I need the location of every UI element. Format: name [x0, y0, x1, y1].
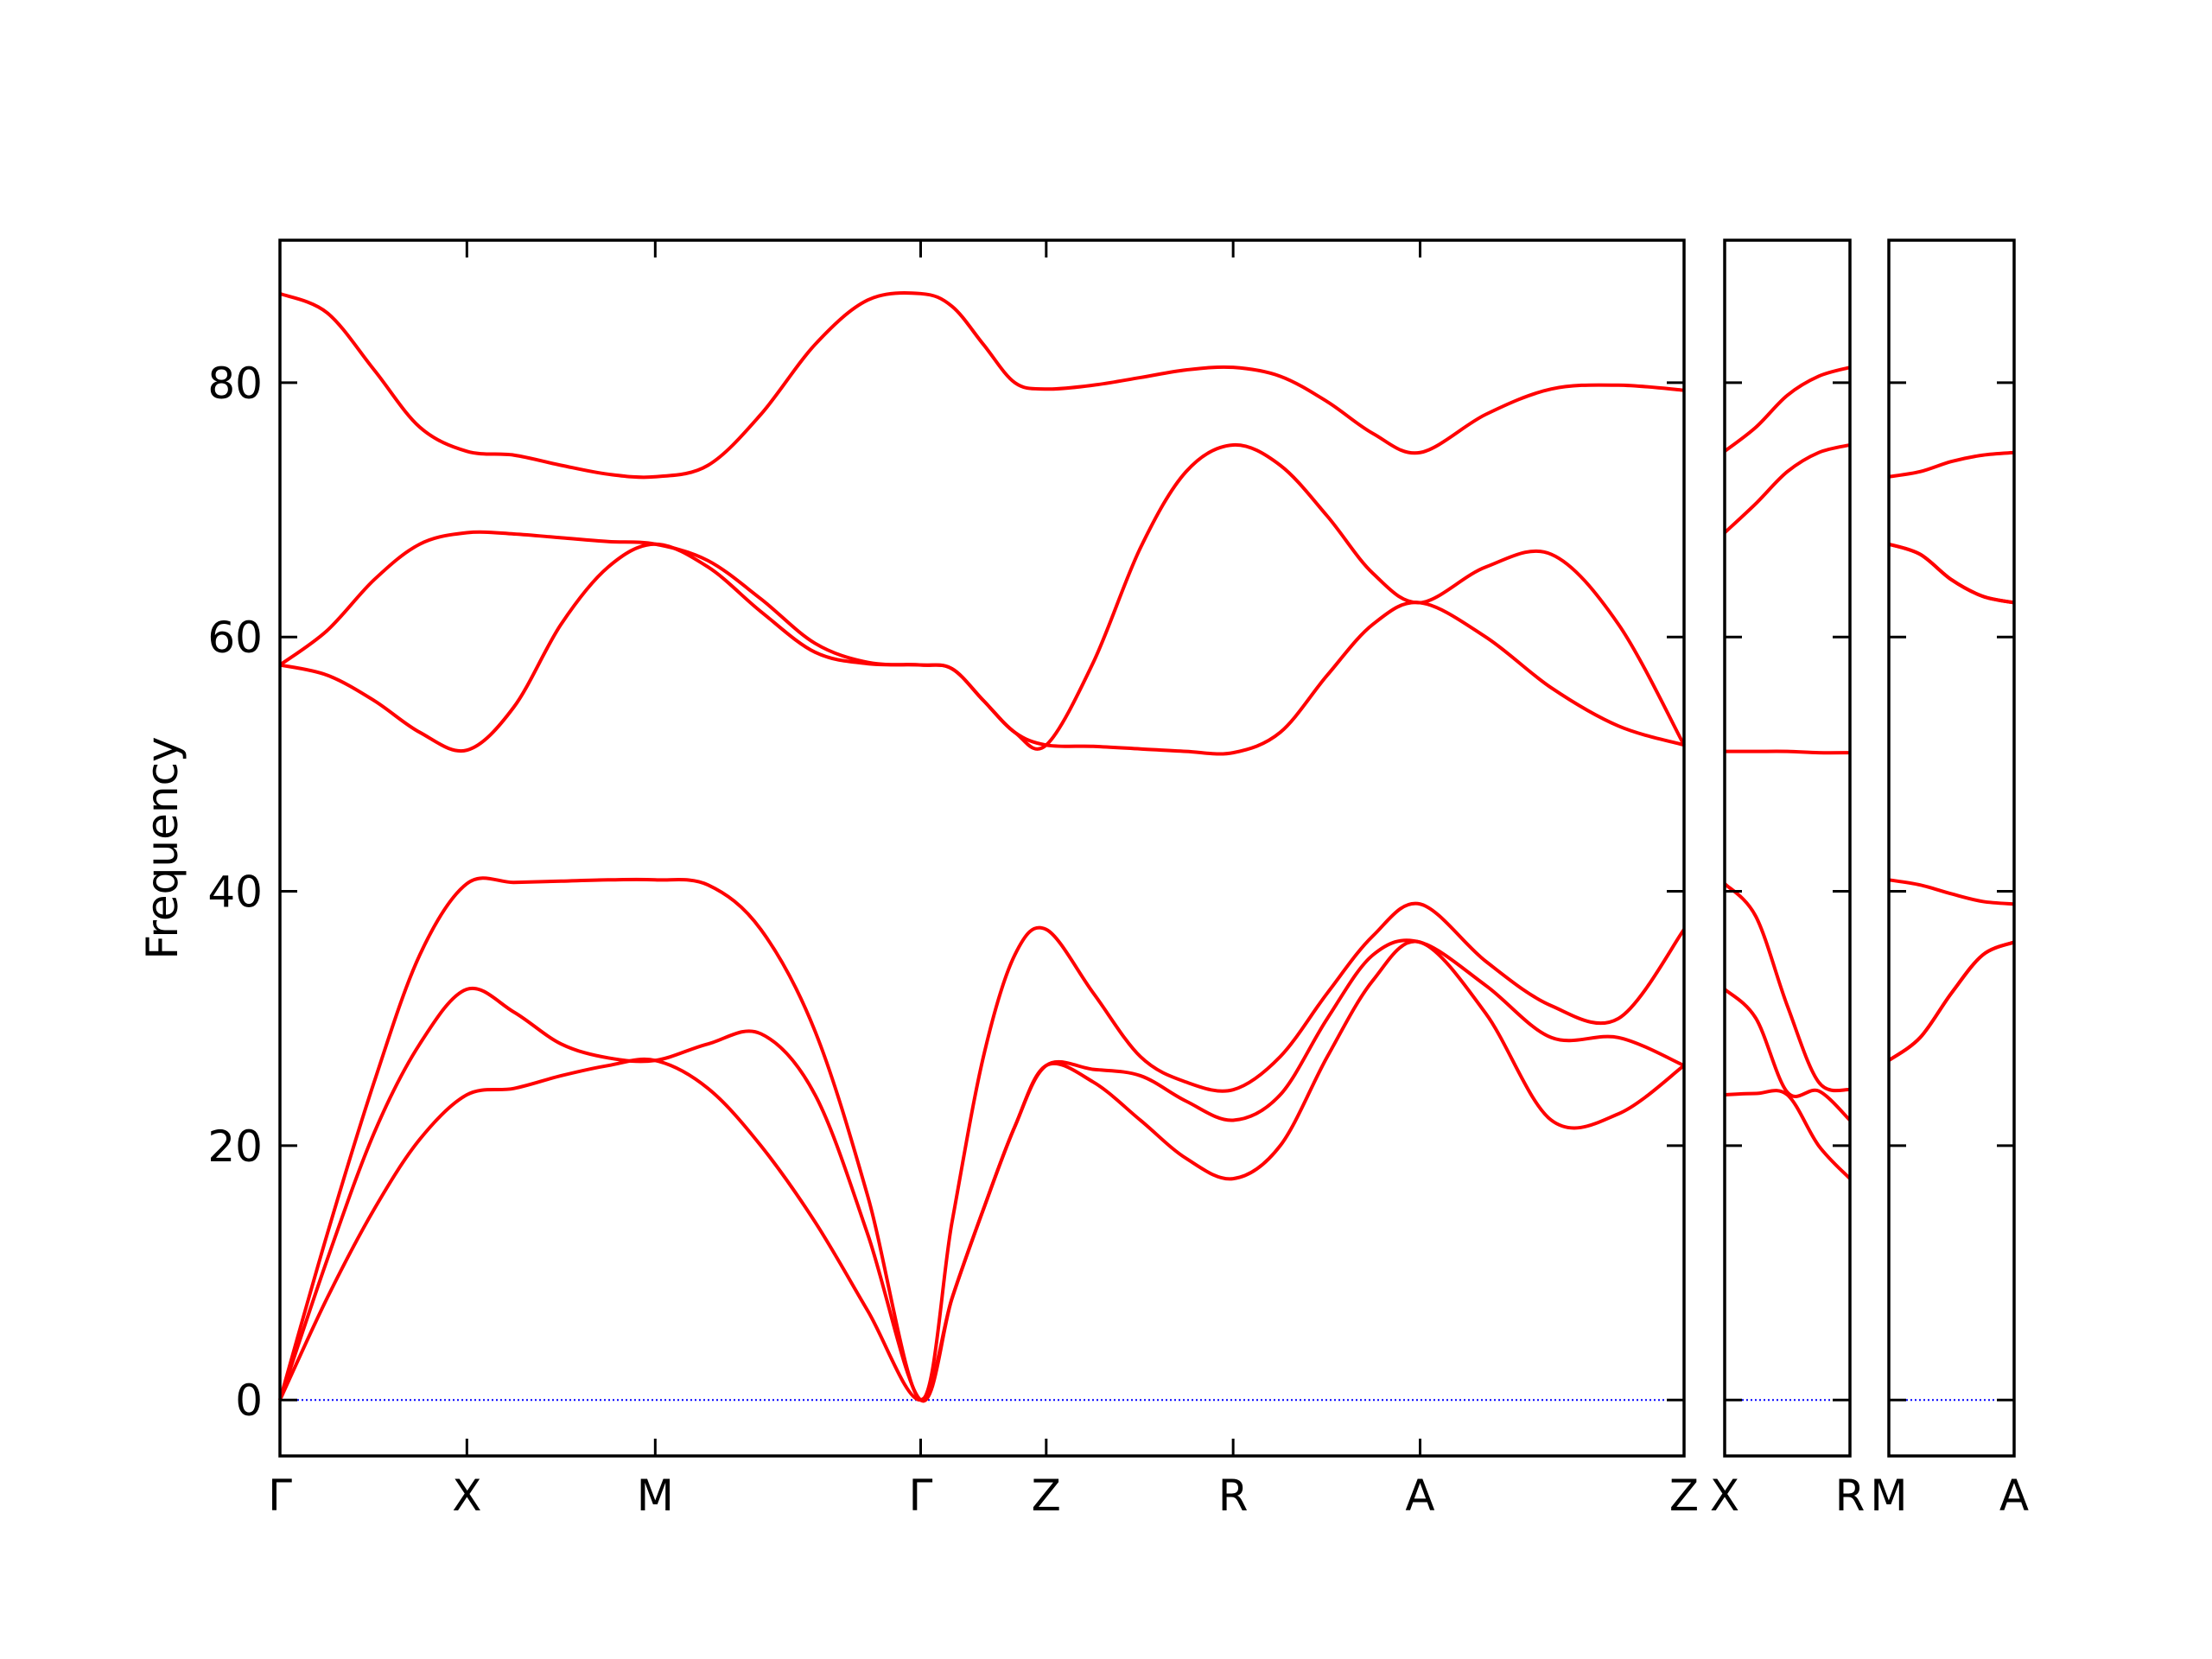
band-line	[278, 938, 1685, 1403]
axes-frame	[1723, 238, 1852, 1458]
band-line	[279, 291, 1685, 480]
band-line	[1888, 878, 2015, 906]
x-tick-label: R	[1218, 1471, 1249, 1521]
band-line	[278, 876, 1686, 1402]
y-tick-label: 80	[207, 359, 263, 409]
band-line	[1888, 450, 2015, 479]
band-line	[279, 542, 1685, 756]
x-tick-label: M	[1870, 1471, 1907, 1521]
x-tick-label: X	[1710, 1471, 1739, 1521]
y-tick-label: 20	[207, 1122, 263, 1172]
band-line	[1723, 882, 1851, 1093]
band-line	[1887, 940, 2015, 1062]
band-line	[1888, 542, 2015, 605]
y-tick-label: 0	[235, 1376, 263, 1426]
band-line	[1725, 749, 1851, 755]
x-tick-label: Z	[1032, 1471, 1061, 1521]
y-tick-label: 60	[207, 613, 263, 663]
y-axis-label: Frequency	[137, 736, 188, 959]
band-line	[1723, 365, 1851, 453]
band-line	[1724, 1089, 1852, 1180]
x-tick-label: Γ	[909, 1471, 933, 1521]
y-tick-label: 40	[207, 868, 263, 918]
band-line	[1887, 940, 2015, 1062]
x-tick-label: R	[1835, 1471, 1866, 1521]
x-tick-label: M	[637, 1471, 674, 1521]
band-line	[278, 939, 1686, 1402]
x-tick-label: X	[452, 1471, 481, 1521]
x-tick-label: Z	[1669, 1471, 1699, 1521]
x-tick-label: A	[1405, 1471, 1434, 1521]
x-tick-label: A	[1999, 1471, 2029, 1521]
axes-frame	[278, 238, 1686, 1458]
band-line	[1723, 443, 1851, 534]
band-line	[278, 442, 1686, 751]
x-tick-label: Γ	[268, 1471, 292, 1521]
band-line	[1888, 542, 2015, 605]
band-line	[1723, 988, 1852, 1122]
axes-frame	[1887, 238, 2016, 1458]
